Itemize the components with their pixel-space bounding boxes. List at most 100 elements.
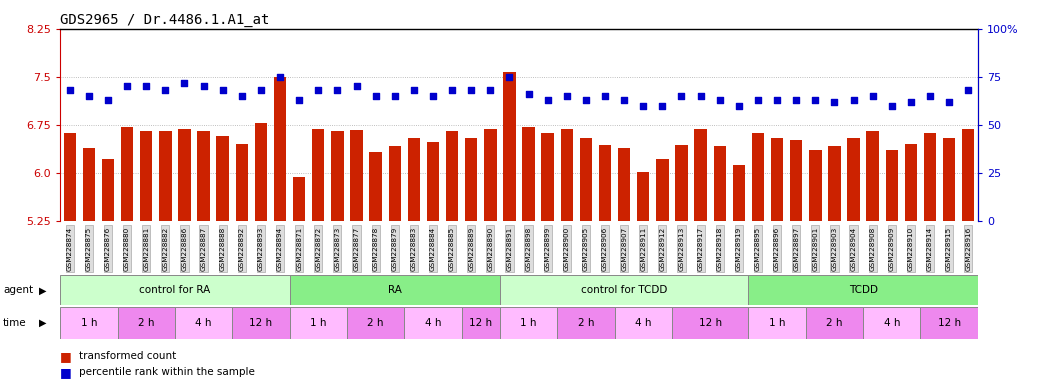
Bar xyxy=(388,146,401,221)
Bar xyxy=(179,129,191,221)
Text: GSM228917: GSM228917 xyxy=(698,227,704,271)
Bar xyxy=(274,78,286,221)
Point xyxy=(291,97,307,103)
Bar xyxy=(579,137,592,221)
Text: percentile rank within the sample: percentile rank within the sample xyxy=(79,367,254,377)
Point xyxy=(176,79,193,86)
Text: GSM228918: GSM228918 xyxy=(716,227,722,271)
Bar xyxy=(120,127,133,221)
Point xyxy=(463,87,480,93)
Text: agent: agent xyxy=(3,285,33,295)
Text: GSM228912: GSM228912 xyxy=(659,227,665,271)
Point xyxy=(940,99,957,105)
Bar xyxy=(637,172,650,221)
Text: GSM228874: GSM228874 xyxy=(66,227,73,271)
Point xyxy=(310,87,327,93)
Point xyxy=(711,97,728,103)
Text: GSM228889: GSM228889 xyxy=(468,227,474,271)
Bar xyxy=(676,145,688,221)
Text: GSM228909: GSM228909 xyxy=(889,227,895,271)
Text: control for RA: control for RA xyxy=(139,285,211,295)
Point xyxy=(425,93,441,99)
Text: ▶: ▶ xyxy=(39,285,47,295)
Text: GSM228871: GSM228871 xyxy=(296,227,302,271)
Text: time: time xyxy=(3,318,27,328)
Text: 1 h: 1 h xyxy=(81,318,98,328)
Bar xyxy=(864,307,921,339)
Point xyxy=(215,87,231,93)
Bar xyxy=(885,150,898,221)
Text: GSM228899: GSM228899 xyxy=(545,227,551,271)
Bar xyxy=(462,307,500,339)
Text: 12 h: 12 h xyxy=(469,318,492,328)
Text: GSM228880: GSM228880 xyxy=(125,227,130,271)
Point xyxy=(749,97,766,103)
Bar xyxy=(790,139,802,221)
Bar xyxy=(484,129,496,221)
Bar xyxy=(867,131,879,221)
Text: GSM228906: GSM228906 xyxy=(602,227,608,271)
Bar xyxy=(748,307,805,339)
Point xyxy=(826,99,843,105)
Bar xyxy=(522,127,535,221)
Bar xyxy=(465,137,477,221)
Text: GSM228919: GSM228919 xyxy=(736,227,742,271)
Text: ▶: ▶ xyxy=(39,318,47,328)
Point xyxy=(406,87,422,93)
Text: 4 h: 4 h xyxy=(883,318,900,328)
Point xyxy=(922,93,938,99)
Point xyxy=(788,97,804,103)
Point xyxy=(883,103,900,109)
Text: GSM228908: GSM228908 xyxy=(870,227,876,271)
Text: GSM228894: GSM228894 xyxy=(277,227,283,271)
Text: 4 h: 4 h xyxy=(195,318,212,328)
Bar xyxy=(771,137,784,221)
Point xyxy=(444,87,461,93)
Bar xyxy=(921,307,978,339)
Point xyxy=(845,97,862,103)
Bar xyxy=(599,145,611,221)
Bar xyxy=(542,133,554,221)
Bar xyxy=(672,307,748,339)
Bar xyxy=(217,136,229,221)
Bar xyxy=(102,159,114,221)
Bar xyxy=(557,307,614,339)
Text: 1 h: 1 h xyxy=(769,318,786,328)
Bar xyxy=(63,133,76,221)
Point xyxy=(616,97,632,103)
Bar xyxy=(500,275,748,305)
Point xyxy=(100,97,116,103)
Point xyxy=(348,83,364,89)
Text: ■: ■ xyxy=(60,350,72,363)
Text: GSM228911: GSM228911 xyxy=(640,227,647,271)
Text: 2 h: 2 h xyxy=(138,318,155,328)
Text: GSM228891: GSM228891 xyxy=(507,227,513,271)
Text: GSM228886: GSM228886 xyxy=(182,227,188,271)
Text: GSM228890: GSM228890 xyxy=(487,227,493,271)
Bar xyxy=(197,131,210,221)
Bar xyxy=(500,307,557,339)
Point xyxy=(960,87,977,93)
Text: TCDD: TCDD xyxy=(849,285,877,295)
Bar xyxy=(233,307,290,339)
Bar xyxy=(713,146,726,221)
Bar xyxy=(347,307,404,339)
Point xyxy=(692,93,709,99)
Text: GSM228884: GSM228884 xyxy=(430,227,436,271)
Bar xyxy=(312,129,325,221)
Text: GSM228873: GSM228873 xyxy=(334,227,340,271)
Point xyxy=(157,87,173,93)
Bar xyxy=(618,149,630,221)
Bar xyxy=(140,131,153,221)
Bar xyxy=(60,307,117,339)
Text: 4 h: 4 h xyxy=(635,318,652,328)
Bar xyxy=(290,275,500,305)
Point xyxy=(865,93,881,99)
Text: GSM228903: GSM228903 xyxy=(831,227,838,271)
Bar xyxy=(331,131,344,221)
Bar xyxy=(174,307,233,339)
Point xyxy=(807,97,823,103)
Text: 1 h: 1 h xyxy=(310,318,327,328)
Text: GSM228898: GSM228898 xyxy=(525,227,531,271)
Bar xyxy=(408,137,420,221)
